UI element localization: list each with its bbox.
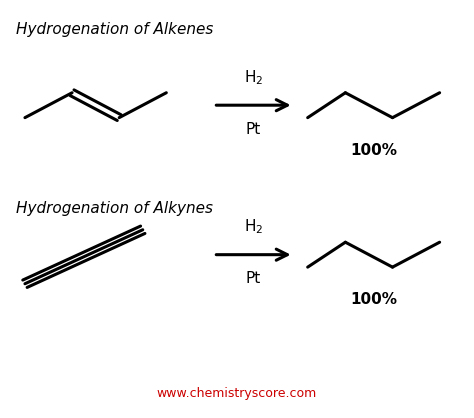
Text: Hydrogenation of Alkynes: Hydrogenation of Alkynes — [16, 201, 212, 216]
Text: Hydrogenation of Alkenes: Hydrogenation of Alkenes — [16, 22, 213, 37]
Text: H$_2$: H$_2$ — [244, 68, 263, 87]
Text: 100%: 100% — [350, 292, 397, 307]
Text: 100%: 100% — [350, 143, 397, 158]
Text: Pt: Pt — [246, 122, 261, 137]
Text: Pt: Pt — [246, 271, 261, 286]
Text: www.chemistryscore.com: www.chemistryscore.com — [157, 387, 317, 400]
Text: H$_2$: H$_2$ — [244, 217, 263, 236]
